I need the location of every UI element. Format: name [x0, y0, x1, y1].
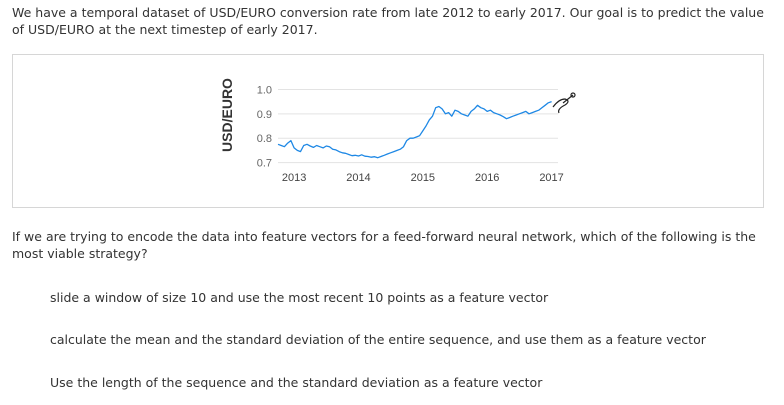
y-tick-label: 0.8 [257, 133, 272, 145]
pen-cursor-icon [552, 92, 576, 114]
intro-text: We have a temporal dataset of USD/EURO c… [12, 5, 764, 37]
y-axis-label: USD/EURO [219, 78, 235, 152]
x-tick-label: 2017 [539, 172, 563, 184]
x-tick-label: 2014 [346, 172, 370, 184]
answer-option-1[interactable]: slide a window of size 10 and use the mo… [50, 290, 549, 305]
usd-euro-series-line [277, 100, 552, 159]
y-tick-label: 0.7 [257, 158, 272, 170]
question-text: If we are trying to encode the data into… [12, 229, 756, 261]
x-tick-label: 2016 [475, 172, 499, 184]
chart-figure: USD/EURO 1.0 0.9 0.8 0.7 2013 2014 2015 2016 201… [12, 54, 764, 208]
y-tick-label: 1.0 [257, 84, 272, 96]
usd-euro-chart: USD/EURO 1.0 0.9 0.8 0.7 2013 2014 2015 2016 201… [219, 78, 576, 184]
answer-option-3[interactable]: Use the length of the sequence and the s… [50, 375, 543, 390]
x-tick-label: 2013 [282, 172, 306, 184]
x-tick-label: 2015 [411, 172, 435, 184]
answer-option-2[interactable]: calculate the mean and the standard devi… [50, 332, 706, 347]
y-tick-label: 0.9 [257, 109, 272, 121]
